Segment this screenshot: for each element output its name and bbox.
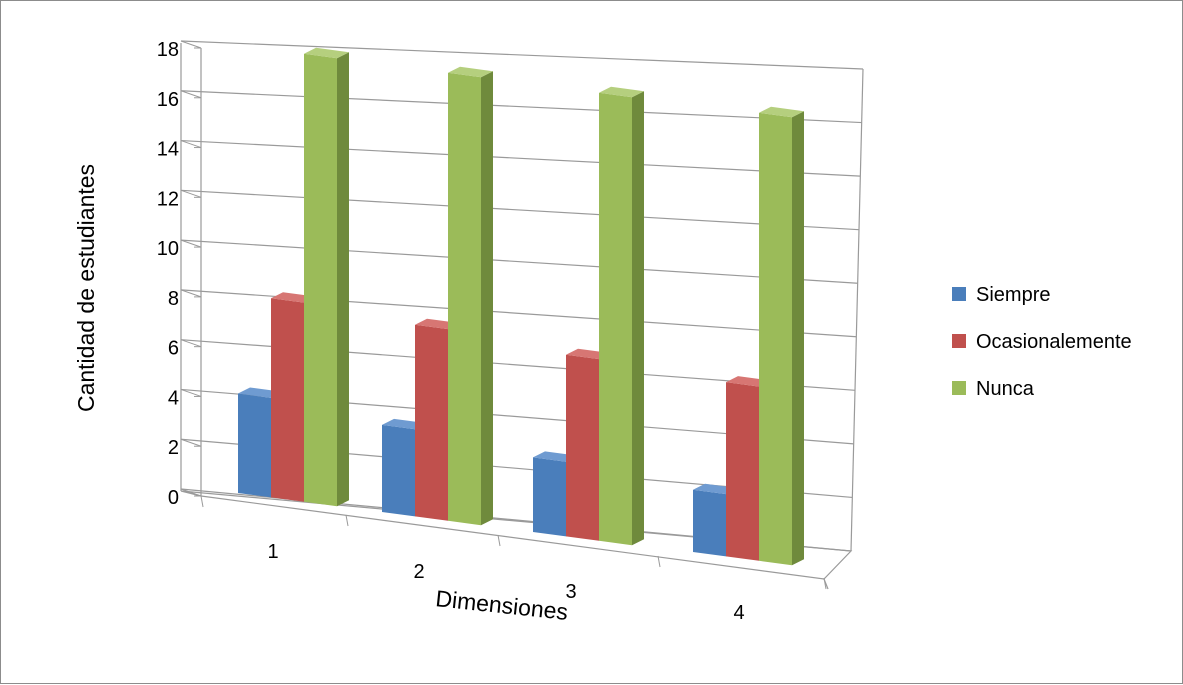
gridline — [180, 139, 861, 177]
y-tick-label: 2 — [168, 437, 179, 459]
bar-top-nunca-1 — [304, 47, 349, 59]
legend-label: Siempre — [976, 284, 1050, 306]
gridline — [180, 90, 862, 124]
back-wall-right-edge — [850, 68, 864, 552]
bar-siempre-2 — [382, 424, 415, 517]
y-tick-label: 14 — [157, 139, 179, 161]
legend-swatch — [952, 287, 966, 301]
bars — [238, 47, 804, 566]
bar-side-nunca-3 — [632, 91, 644, 546]
gridline-side — [180, 40, 202, 49]
gridline-side — [180, 339, 202, 348]
y-axis-title: Cantidad de estudiantes — [73, 164, 99, 412]
y-tick-label: 8 — [168, 288, 179, 310]
x-tick-label: 2 — [413, 561, 424, 583]
bar-siempre-4 — [693, 489, 726, 557]
bar-ocasionalemente-2 — [415, 324, 448, 521]
legend: Siempre Ocasionalemente Nunca — [952, 284, 1132, 400]
bar-top-nunca-4 — [759, 106, 804, 118]
gridline-side — [180, 90, 202, 99]
bar-nunca-1 — [304, 53, 337, 507]
gridline-side — [180, 189, 202, 198]
bar-top-nunca-2 — [448, 66, 493, 78]
bar-nunca-4 — [759, 112, 792, 566]
gridline — [180, 189, 860, 231]
x-tick — [345, 514, 349, 527]
y-tick-label: 6 — [168, 338, 179, 360]
gridline-side — [180, 438, 202, 447]
x-tick-label: 4 — [733, 602, 744, 624]
bar-ocasionalemente-4 — [726, 382, 759, 561]
x-tick — [823, 577, 827, 590]
legend-label: Nunca — [976, 378, 1035, 400]
y-tick-label: 0 — [168, 487, 179, 509]
bar-top-nunca-3 — [599, 86, 644, 98]
bar-nunca-3 — [599, 92, 632, 546]
y-tick-label: 12 — [157, 188, 179, 210]
bar-side-nunca-4 — [792, 111, 804, 566]
y-tick-label: 16 — [157, 89, 179, 111]
bar-side-nunca-2 — [481, 71, 493, 526]
y-tick-label: 10 — [157, 238, 179, 260]
gridline-side — [180, 140, 202, 149]
bar-ocasionalemente-1 — [271, 298, 304, 502]
bar-nunca-2 — [448, 72, 481, 526]
legend-swatch — [952, 334, 966, 348]
x-axis-title: Dimensiones — [434, 585, 569, 625]
y-tick-label: 18 — [157, 39, 179, 61]
x-tick-label: 3 — [565, 581, 576, 603]
bar-side-nunca-1 — [337, 52, 349, 507]
gridline-side — [180, 289, 202, 298]
bar-siempre-3 — [533, 457, 566, 537]
floor — [180, 490, 853, 580]
x-tick — [657, 555, 661, 568]
x-tick — [497, 534, 501, 547]
axes — [180, 43, 864, 590]
gridline — [180, 40, 864, 70]
bar-ocasionalemente-3 — [566, 354, 599, 541]
gridline-side — [180, 388, 202, 397]
legend-label: Ocasionalemente — [976, 331, 1132, 353]
y-tick-label: 4 — [168, 387, 179, 409]
gridline — [180, 239, 858, 284]
gridline-side — [180, 239, 202, 248]
bar-siempre-1 — [238, 393, 271, 498]
x-tick — [200, 495, 204, 508]
x-tick-label: 1 — [267, 541, 278, 563]
legend-swatch — [952, 381, 966, 395]
